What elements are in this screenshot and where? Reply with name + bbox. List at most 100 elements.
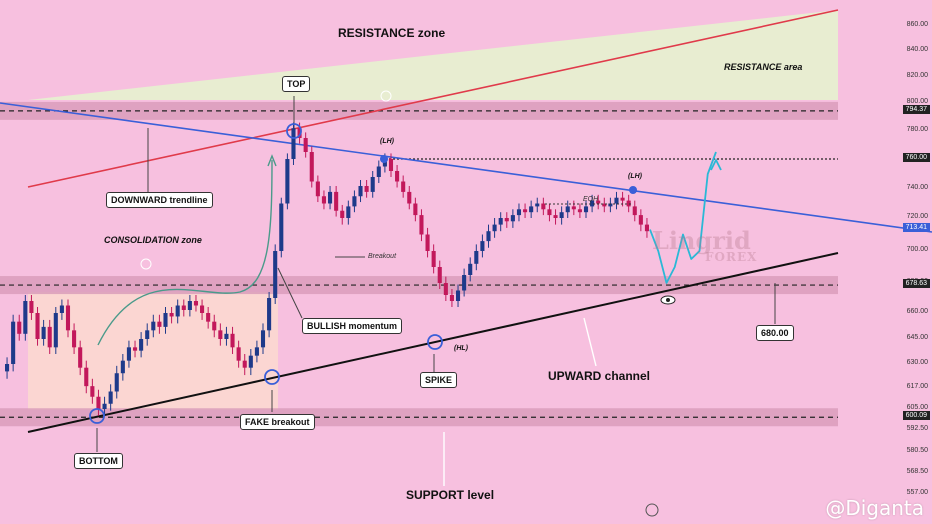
downward-trendline <box>0 102 932 233</box>
candle <box>425 234 430 251</box>
momentum-curve <box>97 159 273 346</box>
y-tick-label: 617.00 <box>906 383 928 390</box>
candle <box>541 203 546 210</box>
candle <box>571 206 576 210</box>
projection-arrowhead <box>710 157 722 171</box>
candle <box>480 241 485 251</box>
candle <box>96 396 101 409</box>
support-level-label: SUPPORT level <box>406 488 495 502</box>
lh-dot-2 <box>629 186 637 194</box>
y-tick-label: 630.00 <box>906 359 928 366</box>
candle <box>181 305 186 310</box>
candle <box>78 347 83 368</box>
candle <box>108 391 113 404</box>
y-tick-label: 780.00 <box>906 126 928 133</box>
candle <box>596 200 601 204</box>
candle <box>334 191 339 211</box>
candle <box>340 210 345 218</box>
candle <box>126 347 131 361</box>
candle <box>401 181 406 192</box>
candle <box>285 159 290 204</box>
candle <box>565 206 570 213</box>
fake-breakout-marker <box>264 369 280 385</box>
candle <box>65 305 71 331</box>
downward-trendline-label: DOWNWARD trendline <box>106 192 213 208</box>
candle <box>449 295 454 301</box>
y-tick-label: 580.50 <box>906 447 928 454</box>
candle <box>224 333 229 339</box>
candle <box>218 330 223 339</box>
y-tick-label: 840.00 <box>906 46 928 53</box>
candle <box>321 196 326 204</box>
candle <box>407 191 412 204</box>
bottom-label: BOTTOM <box>74 453 123 469</box>
y-tick-label: 660.00 <box>906 308 928 315</box>
candle <box>431 251 436 267</box>
candle <box>291 128 296 159</box>
candle <box>53 313 58 348</box>
candle <box>614 197 619 204</box>
y-tick-label: 645.00 <box>906 334 928 341</box>
candle <box>169 313 174 317</box>
candle <box>583 206 589 213</box>
candle <box>437 267 442 283</box>
candle <box>462 275 467 291</box>
candle <box>230 333 235 348</box>
flash-icon <box>645 503 659 517</box>
candle <box>315 181 320 197</box>
candle <box>41 326 46 339</box>
candle <box>145 330 150 339</box>
candle <box>17 321 22 334</box>
candle <box>577 209 582 213</box>
candle <box>102 403 107 409</box>
price-tag: 678.63 <box>902 279 930 289</box>
candle <box>200 305 205 313</box>
candle <box>47 326 52 348</box>
candle <box>468 263 473 275</box>
y-tick-label: 860.00 <box>906 21 928 28</box>
momentum-arrowhead <box>267 154 277 167</box>
price-tag: 760.00 <box>902 153 930 162</box>
candle <box>510 215 515 222</box>
candle <box>529 206 534 213</box>
spike-marker <box>427 334 443 350</box>
candle <box>187 301 192 310</box>
candle <box>254 347 259 356</box>
candle <box>35 313 40 339</box>
candle <box>72 330 77 348</box>
upward-channel-label: UPWARD channel <box>548 369 651 383</box>
momentum-guide <box>277 267 303 319</box>
candle <box>11 321 16 364</box>
candle <box>84 367 89 387</box>
candle <box>644 224 649 232</box>
bottom-marker <box>89 408 105 424</box>
y-tick-label: 820.00 <box>906 72 928 79</box>
candle <box>120 360 125 374</box>
hl-label: (HL) <box>454 345 468 352</box>
candle <box>559 212 564 218</box>
y-tick-label: 557.00 <box>906 489 928 496</box>
resistance-zone-label: RESISTANCE zone <box>338 26 446 40</box>
candle <box>364 186 369 192</box>
candle <box>443 283 448 295</box>
lh-label-2: (LH) <box>628 173 642 180</box>
candle <box>236 347 241 361</box>
candle <box>193 301 199 306</box>
candle <box>419 215 424 235</box>
compass-icon-2 <box>140 258 152 270</box>
candle <box>358 186 363 197</box>
spike-label: SPIKE <box>420 372 458 388</box>
y-tick-label: 605.00 <box>906 404 928 411</box>
candle <box>395 171 400 182</box>
candle <box>590 200 595 207</box>
lh-dot-1 <box>380 155 388 163</box>
bullish-momentum-label: BULLISH momentum <box>302 318 402 334</box>
candle <box>602 203 607 207</box>
watermark-lingrid: Lingrid <box>652 226 751 255</box>
candle <box>59 305 64 313</box>
top-label: TOP <box>282 76 311 92</box>
candle <box>474 251 479 264</box>
y-tick-label: 740.00 <box>906 184 928 191</box>
candle <box>346 206 351 218</box>
